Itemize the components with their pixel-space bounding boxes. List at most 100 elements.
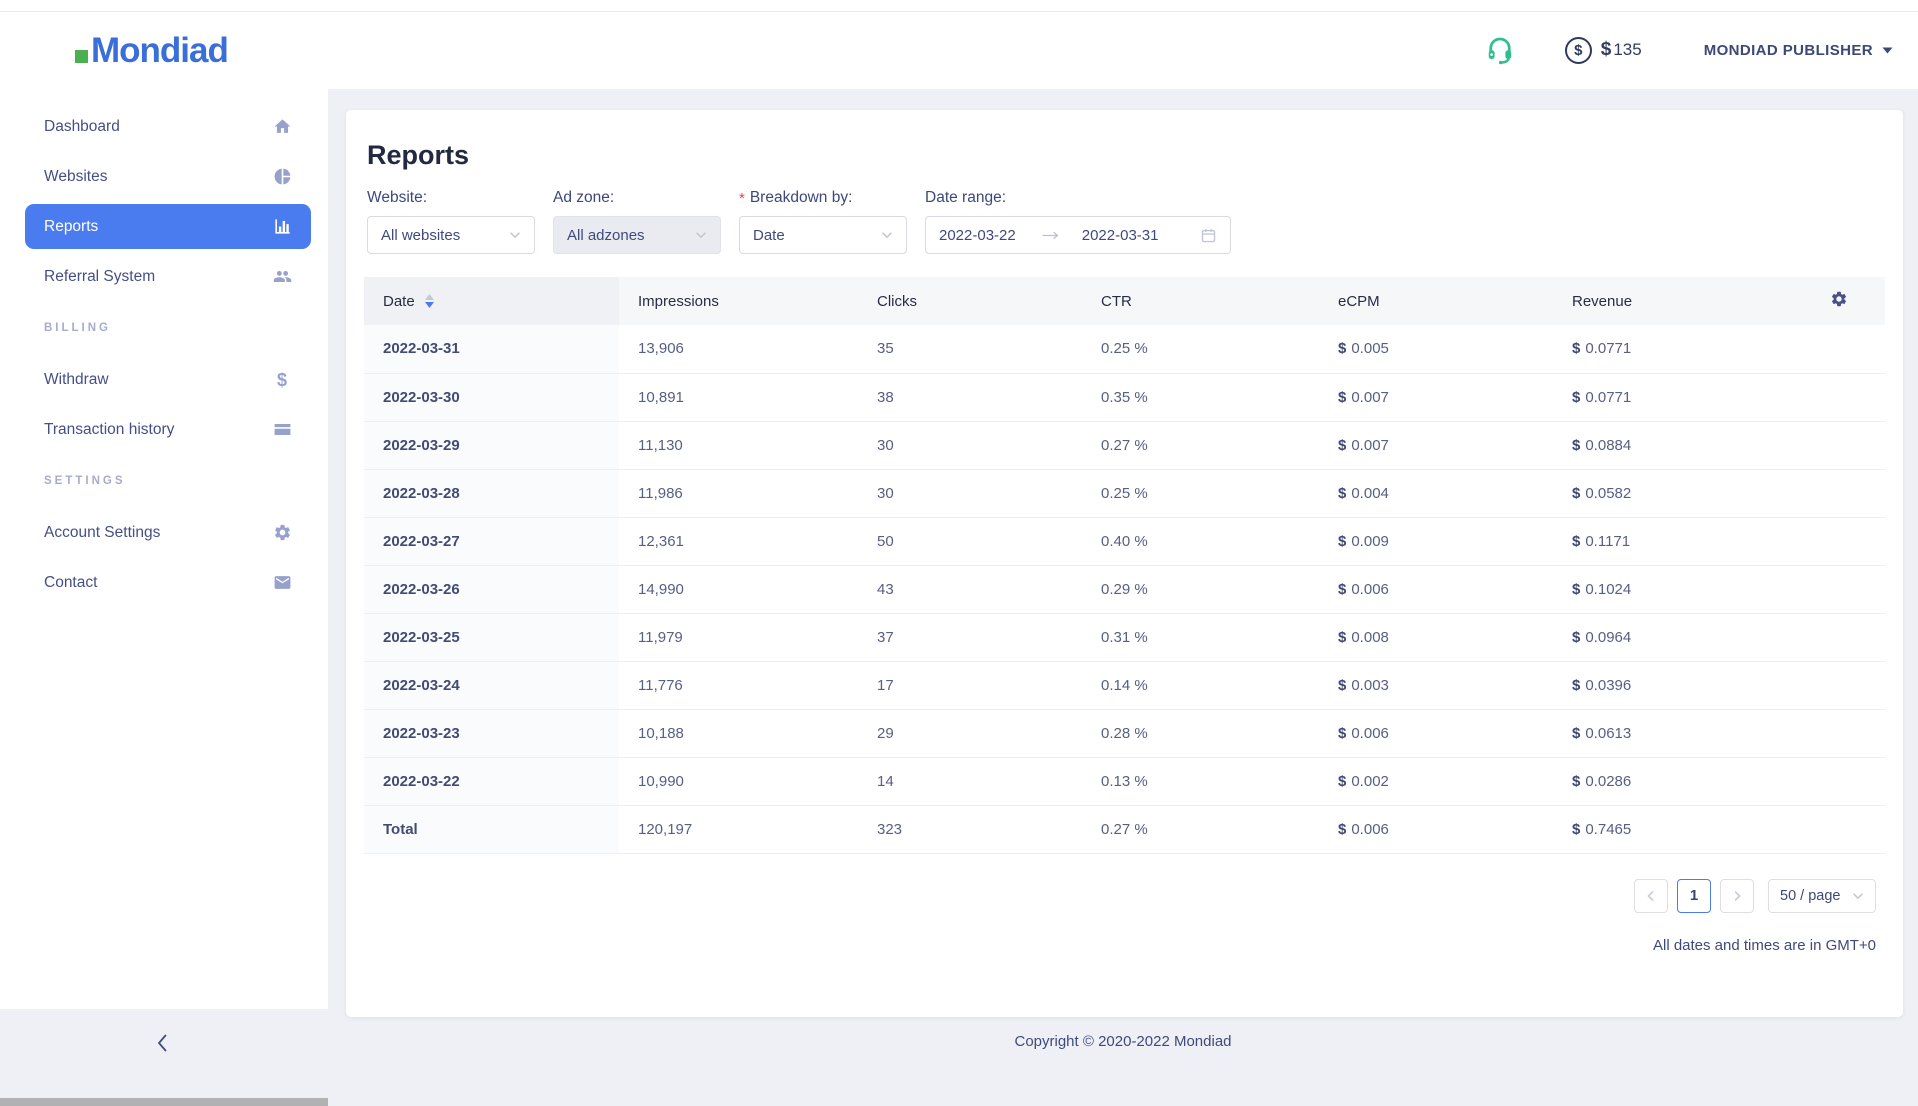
column-header-ecpm: eCPM <box>1319 277 1553 325</box>
sort-icon[interactable] <box>424 293 434 309</box>
clicks-cell: 35 <box>877 340 894 358</box>
revenue-cell: $0.0771 <box>1572 340 1632 358</box>
impressions-cell: 11,986 <box>619 468 858 517</box>
impressions-cell: 11,130 <box>619 420 858 469</box>
required-asterisk: * <box>739 189 745 207</box>
calendar-icon <box>1200 227 1217 244</box>
breakdown-select[interactable]: Date <box>739 216 907 254</box>
sidebar-item-reports[interactable]: Reports <box>25 204 311 249</box>
clicks-cell: 30 <box>858 468 1082 517</box>
impressions-cell: 10,891 <box>619 372 858 421</box>
sidebar-item-contact[interactable]: Contact <box>25 560 311 605</box>
table-row: 2022-03-23 10,188 29 0.28 % $0.006 $0.06… <box>364 708 1885 757</box>
support-headset-icon[interactable] <box>1485 35 1515 65</box>
date-cell: 2022-03-22 <box>364 756 619 805</box>
ecpm-cell: $0.007 <box>1319 372 1553 421</box>
dollar-prefix: $ <box>1572 772 1581 790</box>
sidebar-item-account-settings[interactable]: Account Settings <box>25 510 311 555</box>
sidebar-item-dashboard[interactable]: Dashboard <box>25 104 311 149</box>
sidebar-item-label: Dashboard <box>44 117 120 135</box>
logo-green-square-icon <box>75 49 88 63</box>
bar-chart-icon <box>272 217 292 237</box>
revenue-cell: $0.1171 <box>1553 516 1792 565</box>
date-cell: 2022-03-27 <box>364 516 619 565</box>
account-name: MONDIAD PUBLISHER <box>1703 41 1873 59</box>
sidebar-item-label: Contact <box>44 573 98 591</box>
users-icon <box>272 267 292 287</box>
revenue-cell: $0.0964 <box>1553 612 1792 661</box>
ecpm-cell: $0.003 <box>1319 660 1553 709</box>
ctr-cell: 0.27 % <box>1082 804 1319 854</box>
adzone-filter-label: Ad zone: <box>553 189 615 206</box>
dollar-prefix: $ <box>1572 676 1581 694</box>
daterange-start: 2022-03-22 <box>939 226 1016 244</box>
table-row: 2022-03-24 11,776 17 0.14 % $0.003 $0.03… <box>364 660 1885 709</box>
sidebar-scrollbar[interactable] <box>0 1098 328 1106</box>
dollar-prefix: $ <box>1572 820 1581 838</box>
balance-amount: 135 <box>1613 40 1642 59</box>
table-row: 2022-03-28 11,986 30 0.25 % $0.004 $0.05… <box>364 468 1885 517</box>
adzone-select[interactable]: All adzones <box>553 216 721 254</box>
table-header-row: Date Impressions Clicks CTR eCPM Revenue <box>364 277 1885 325</box>
ecpm-cell: $0.009 <box>1319 516 1553 565</box>
website-select-value: All websites <box>381 226 461 244</box>
pagination-prev-button[interactable] <box>1634 878 1668 913</box>
column-header-date[interactable]: Date <box>364 277 619 325</box>
date-cell: 2022-03-24 <box>364 660 619 709</box>
date-cell: 2022-03-29 <box>364 420 619 469</box>
table-settings-gear-icon[interactable] <box>1830 290 1848 308</box>
daterange-input[interactable]: 2022-03-22 2022-03-31 <box>925 216 1231 254</box>
ecpm-cell: $0.007 <box>1319 420 1553 469</box>
ecpm-cell: $0.006 <box>1319 564 1553 613</box>
revenue-cell: $0.1024 <box>1553 564 1792 613</box>
date-cell: 2022-03-26 <box>364 564 619 613</box>
account-menu[interactable]: MONDIAD PUBLISHER <box>1704 42 1893 59</box>
website-select[interactable]: All websites <box>367 216 535 254</box>
impressions-cell: 11,776 <box>619 660 858 709</box>
dollar-prefix: $ <box>1338 340 1347 358</box>
breakdown-select-value: Date <box>753 226 785 244</box>
chevron-down-icon <box>882 232 892 239</box>
chevron-down-icon <box>1853 892 1863 899</box>
account-balance[interactable]: $135 <box>1601 39 1642 61</box>
page-size-select[interactable]: 50 / page <box>1768 878 1876 913</box>
table-row: Total 120,197 323 0.27 % $0.006 $0.7465 <box>364 804 1885 854</box>
mondiad-logo[interactable]: Mondiad <box>75 30 229 70</box>
table-row: 2022-03-22 10,990 14 0.13 % $0.002 $0.02… <box>364 756 1885 805</box>
sidebar-collapse-button[interactable] <box>150 1031 174 1055</box>
sidebar-item-transaction-history[interactable]: Transaction history <box>25 407 311 452</box>
sidebar: Dashboard Websites Reports Referral Syst… <box>0 89 328 1106</box>
logo-text: Mondiad <box>91 30 229 70</box>
ecpm-cell: $0.008 <box>1319 612 1553 661</box>
coin-balance-icon[interactable]: $ <box>1564 36 1592 64</box>
copyright-text: Copyright © 2020-2022 Mondiad <box>1014 1033 1232 1050</box>
envelope-icon <box>272 573 292 593</box>
sidebar-section-settings: SETTINGS <box>44 475 126 487</box>
date-cell: 2022-03-23 <box>364 708 619 757</box>
table-row: 2022-03-26 14,990 43 0.29 % $0.006 $0.10… <box>364 564 1885 613</box>
sidebar-item-label: Referral System <box>44 267 156 285</box>
dollar-prefix: $ <box>1572 388 1581 406</box>
sidebar-item-withdraw[interactable]: Withdraw $ <box>25 357 311 402</box>
ecpm-cell: $0.004 <box>1319 468 1553 517</box>
sidebar-item-websites[interactable]: Websites <box>25 154 311 199</box>
dollar-prefix: $ <box>1572 580 1581 598</box>
revenue-cell: $0.0582 <box>1553 468 1792 517</box>
pagination-page-1[interactable]: 1 <box>1677 878 1711 913</box>
dollar-prefix: $ <box>1338 436 1347 454</box>
ctr-cell: 0.27 % <box>1082 420 1319 469</box>
chevron-down-icon <box>1882 47 1893 54</box>
top-navbar: Mondiad $ $135 MONDIAD PUBLISHER <box>0 0 1918 89</box>
adzone-select-value: All adzones <box>567 226 645 244</box>
ctr-cell: 0.25 % <box>1082 468 1319 517</box>
column-header-ctr: CTR <box>1082 277 1319 325</box>
chevron-left-icon <box>1647 890 1654 901</box>
sidebar-item-label: Reports <box>44 217 99 235</box>
impressions-cell: 12,361 <box>619 516 858 565</box>
pagination-next-button[interactable] <box>1720 878 1754 913</box>
page-title: Reports <box>367 140 470 170</box>
chevron-right-icon <box>1734 890 1741 901</box>
sidebar-item-referral-system[interactable]: Referral System <box>25 254 311 299</box>
reports-card: Reports Website: All websites Ad zone: A… <box>346 110 1903 1017</box>
sidebar-section-billing: BILLING <box>44 322 111 334</box>
